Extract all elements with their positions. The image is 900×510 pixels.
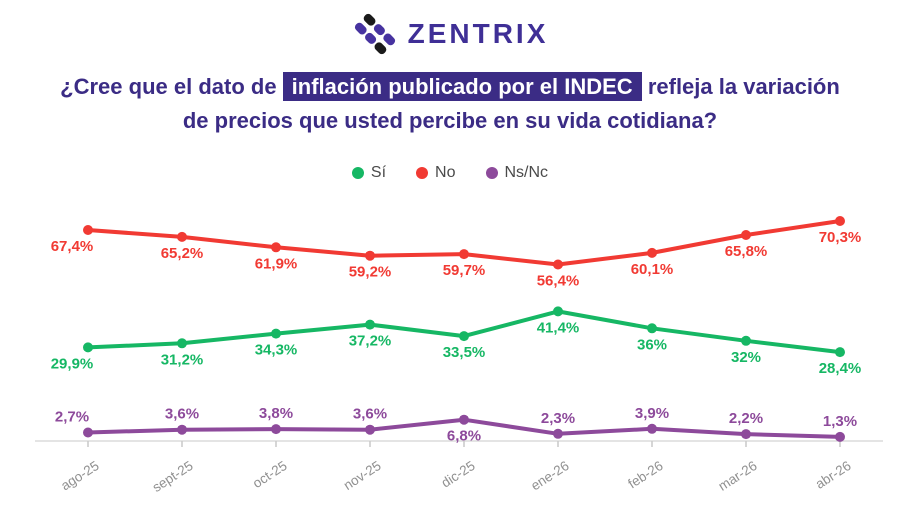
data-point-nsnc: [365, 424, 375, 435]
data-label-s: 29,9%: [51, 355, 94, 372]
title-highlight: inflación publicado por el INDEC: [282, 72, 642, 101]
data-point-s: [271, 328, 281, 339]
data-label-no: 65,2%: [161, 245, 204, 262]
data-point-no: [177, 231, 187, 242]
data-point-s: [741, 335, 751, 346]
data-point-nsnc: [553, 428, 563, 439]
page-title: ¿Cree que el dato de inflación publicado…: [18, 70, 882, 138]
logo-wordmark: ZENTRIX: [407, 18, 549, 49]
line-chart-canvas: ago-25 sept-25 oct-25 nov-25 dic-25 ene-26 feb…: [35, 216, 883, 495]
x-tick-label: ago-25: [58, 458, 101, 493]
data-point-nsnc: [459, 414, 469, 425]
x-tick-label: mar-26: [716, 458, 760, 494]
legend-label: Ns/Nc: [504, 164, 549, 181]
data-point-nsnc: [83, 427, 93, 438]
data-label-no: 65,8%: [725, 243, 768, 260]
data-label-s: 31,2%: [161, 351, 204, 368]
data-label-no: 59,7%: [443, 262, 486, 279]
legend-item-nsnc: Ns/Nc: [485, 164, 549, 182]
logo: ZENTRIX: [0, 0, 900, 58]
data-label-s: 33,5%: [443, 344, 486, 361]
data-point-s: [459, 331, 469, 342]
data-label-nsnc: 3,9%: [635, 405, 669, 422]
legend-item-no: No: [416, 164, 456, 182]
data-point-s: [177, 338, 187, 349]
data-label-nsnc: 2,3%: [541, 410, 575, 427]
data-label-no: 60,1%: [631, 261, 674, 278]
data-point-nsnc: [835, 431, 845, 442]
data-point-s: [365, 319, 375, 330]
x-tick-label: dic-25: [439, 458, 478, 491]
x-tick-label: ene-26: [528, 458, 571, 493]
data-point-nsnc: [177, 424, 187, 435]
data-point-no: [365, 250, 375, 261]
data-point-no: [835, 216, 845, 226]
data-label-nsnc: 6,8%: [447, 428, 481, 445]
title-text-post: refleja la variación: [641, 74, 840, 99]
data-point-no: [553, 259, 563, 270]
data-label-no: 59,2%: [349, 264, 392, 281]
data-label-no: 67,4%: [51, 238, 94, 255]
title-text-pre: ¿Cree que el dato de: [60, 74, 283, 99]
data-point-s: [647, 323, 657, 334]
x-tick-label: sept-25: [150, 458, 196, 495]
data-label-s: 41,4%: [537, 319, 580, 336]
data-label-no: 61,9%: [255, 255, 298, 272]
legend-label: No: [435, 164, 456, 181]
data-label-nsnc: 2,2%: [729, 410, 763, 427]
data-point-no: [271, 242, 281, 253]
data-point-no: [83, 225, 93, 235]
x-tick-label: oct-25: [250, 458, 290, 491]
chart-legend: Sí No Ns/Nc: [0, 162, 900, 184]
inflation-perception-chart: ago-25 sept-25 oct-25 nov-25 dic-25 ene-26 feb…: [0, 185, 900, 505]
data-label-nsnc: 2,7%: [55, 409, 89, 426]
data-point-s: [553, 306, 563, 317]
data-label-nsnc: 1,3%: [823, 413, 857, 430]
x-tick-label: abr-26: [813, 458, 854, 492]
data-point-nsnc: [741, 429, 751, 440]
x-tick-label: nov-25: [341, 458, 384, 493]
data-label-nsnc: 3,8%: [259, 405, 293, 422]
title-line2: de precios que usted percibe en su vida …: [182, 108, 718, 133]
data-label-no: 70,3%: [819, 229, 862, 246]
legend-label: Sí: [370, 164, 387, 181]
data-point-nsnc: [647, 423, 657, 434]
data-point-no: [459, 249, 469, 260]
data-point-nsnc: [271, 424, 281, 435]
data-label-s: 36%: [637, 336, 667, 353]
legend-dot-icon: [485, 167, 498, 179]
data-point-s: [83, 342, 93, 353]
zentrix-logo-icon: [354, 13, 395, 55]
data-label-nsnc: 3,6%: [165, 406, 199, 423]
data-label-s: 32%: [731, 349, 761, 366]
data-label-s: 37,2%: [349, 333, 392, 350]
data-label-no: 56,4%: [537, 273, 580, 290]
data-label-s: 28,4%: [819, 360, 862, 377]
legend-dot-icon: [351, 167, 364, 179]
data-point-no: [647, 247, 657, 258]
data-label-nsnc: 3,6%: [353, 406, 387, 423]
data-point-s: [835, 347, 845, 358]
legend-dot-icon: [416, 167, 429, 179]
data-point-no: [741, 230, 751, 240]
x-tick-label: feb-26: [625, 458, 665, 491]
legend-item-s: Sí: [351, 164, 387, 182]
data-label-s: 34,3%: [255, 342, 298, 359]
